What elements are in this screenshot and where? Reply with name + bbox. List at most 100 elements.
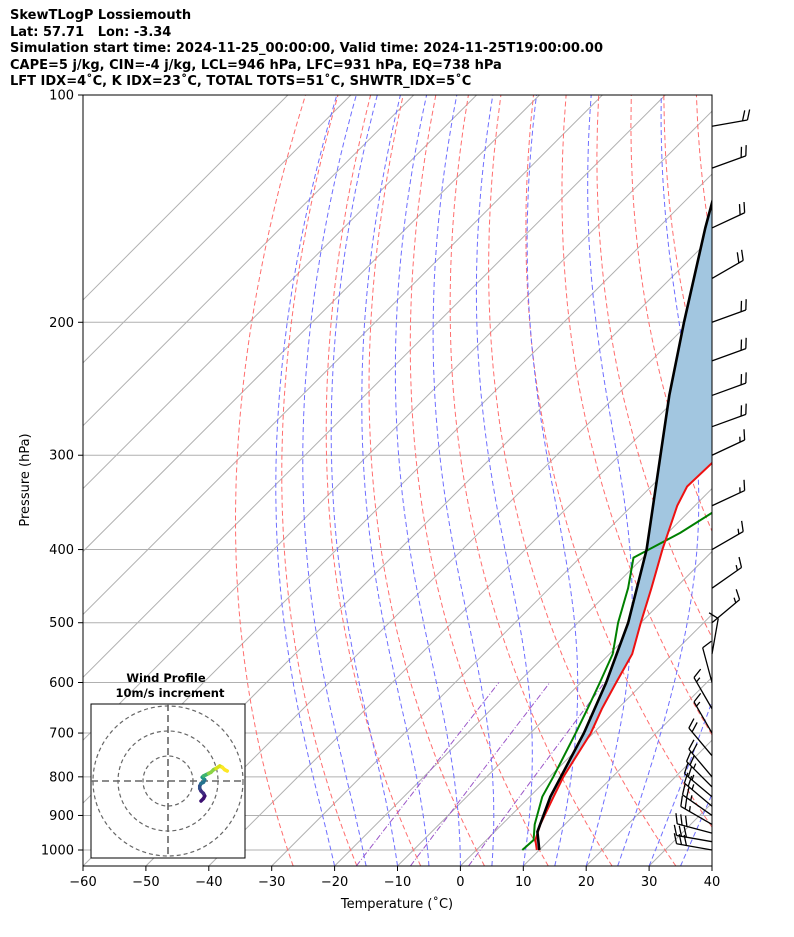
barb-flag xyxy=(691,743,698,754)
barb-half-flag xyxy=(693,763,697,769)
barb-flag xyxy=(693,668,702,678)
chart-header: SkewTLogP Lossiemouth Lat: 57.71 Lon: -3… xyxy=(10,8,603,91)
wind-barb xyxy=(693,693,713,734)
dry-adiabat xyxy=(596,95,712,639)
barb-staff xyxy=(686,761,713,788)
mixing-ratio-line xyxy=(468,682,605,866)
dry-adiabat xyxy=(368,95,485,866)
moist-adiabat xyxy=(302,95,367,866)
barb-staff xyxy=(676,843,713,851)
barb-staff xyxy=(711,489,745,507)
y-tick-label: 700 xyxy=(49,727,74,742)
dewpoint-line xyxy=(521,511,712,851)
x-axis: −60 −50 −40 −30 −20 −10 0 10 20 30 40 xyxy=(69,866,720,890)
barb-flag xyxy=(741,110,746,122)
barb-staff xyxy=(711,382,747,397)
barb-flag xyxy=(673,833,678,844)
wind-barb xyxy=(702,640,713,683)
barb-flag xyxy=(683,772,689,784)
chart-title: SkewTLogP Lossiemouth xyxy=(10,8,192,23)
x-tick-label: 0 xyxy=(456,875,464,890)
isotherm-line xyxy=(711,865,712,866)
parcel-line xyxy=(536,197,712,851)
y-tick-label: 1000 xyxy=(41,844,74,859)
x-tick-label: −20 xyxy=(321,875,348,890)
wind-barb xyxy=(711,249,744,280)
wind-barb xyxy=(683,763,713,798)
barb-flag xyxy=(683,826,688,838)
moist-adiabat xyxy=(680,792,712,866)
barb-flag xyxy=(678,825,683,837)
moist-adiabat xyxy=(648,699,712,866)
x-tick-label: −60 xyxy=(69,875,96,890)
barb-flag xyxy=(685,787,690,798)
barb-flag xyxy=(693,693,702,703)
barb-staff xyxy=(684,773,713,798)
y-tick-label: 800 xyxy=(49,770,74,785)
barb-flag xyxy=(687,775,693,787)
y-axis-label: Pressure (hPa) xyxy=(18,433,33,526)
wind-barb xyxy=(711,372,747,397)
barb-staff xyxy=(682,794,713,816)
x-tick-label: 30 xyxy=(641,875,658,890)
index-line: LFT IDX=4˚C, K IDX=23˚C, TOTAL TOTS=51˚C… xyxy=(10,74,472,90)
barb-flag xyxy=(687,766,693,777)
moist-adiabat xyxy=(617,95,700,866)
x-axis-label: Temperature (˚C) xyxy=(340,896,453,912)
barb-staff xyxy=(711,212,745,229)
wind-barbs xyxy=(673,109,751,851)
barb-flag xyxy=(683,763,689,774)
wind-barb xyxy=(708,612,719,655)
barb-staff xyxy=(711,566,742,589)
x-tick-label: −10 xyxy=(384,875,411,890)
barb-flag xyxy=(689,754,695,766)
isotherm-line xyxy=(83,95,415,427)
wind-barb xyxy=(685,751,713,788)
isotherm-line xyxy=(208,362,712,866)
barb-staff xyxy=(702,647,713,683)
dry-adiabat xyxy=(235,95,306,866)
y-tick-label: 300 xyxy=(49,449,74,464)
barb-flag xyxy=(708,612,719,620)
barb-staff xyxy=(711,618,719,655)
x-tick-label: −50 xyxy=(132,875,159,890)
wind-barb xyxy=(711,479,746,507)
barb-half-flag xyxy=(691,774,695,781)
barb-flag xyxy=(736,252,740,264)
wind-barb xyxy=(711,403,747,428)
barb-staff xyxy=(711,347,747,362)
barb-flag xyxy=(702,640,712,649)
wind-barb xyxy=(688,718,713,757)
wind-barb xyxy=(673,824,713,843)
barb-staff xyxy=(676,834,713,843)
isotherm-line xyxy=(83,95,540,553)
moist-adiabat xyxy=(432,95,495,866)
isotherm-line xyxy=(271,424,712,866)
isotherm-line xyxy=(83,95,289,301)
hodograph-title: Wind Profile xyxy=(126,671,206,685)
barb-staff xyxy=(688,727,713,757)
dry-adiabat xyxy=(281,95,358,866)
profile-lines xyxy=(521,197,712,851)
barb-half-flag xyxy=(737,528,740,535)
wind-barb xyxy=(711,201,746,229)
y-tick-label: 200 xyxy=(49,316,74,331)
wind-barb xyxy=(681,784,713,816)
barb-staff xyxy=(711,599,740,624)
barb-flag xyxy=(680,814,683,826)
moist-adiabat xyxy=(275,95,338,866)
x-tick-label: 20 xyxy=(578,875,595,890)
barb-staff xyxy=(711,413,747,428)
wind-barb xyxy=(688,739,713,778)
barb-half-flag xyxy=(695,701,701,707)
barb-flag xyxy=(688,718,695,729)
barb-flag xyxy=(673,824,678,836)
y-tick-label: 600 xyxy=(49,676,74,691)
time-line: Simulation start time: 2024-11-25_00:00:… xyxy=(10,41,603,57)
barb-flag xyxy=(691,722,698,733)
barb-half-flag xyxy=(735,565,739,571)
wind-barb xyxy=(680,795,713,826)
x-tick-label: −30 xyxy=(258,875,285,890)
isotherm-line xyxy=(83,95,666,679)
